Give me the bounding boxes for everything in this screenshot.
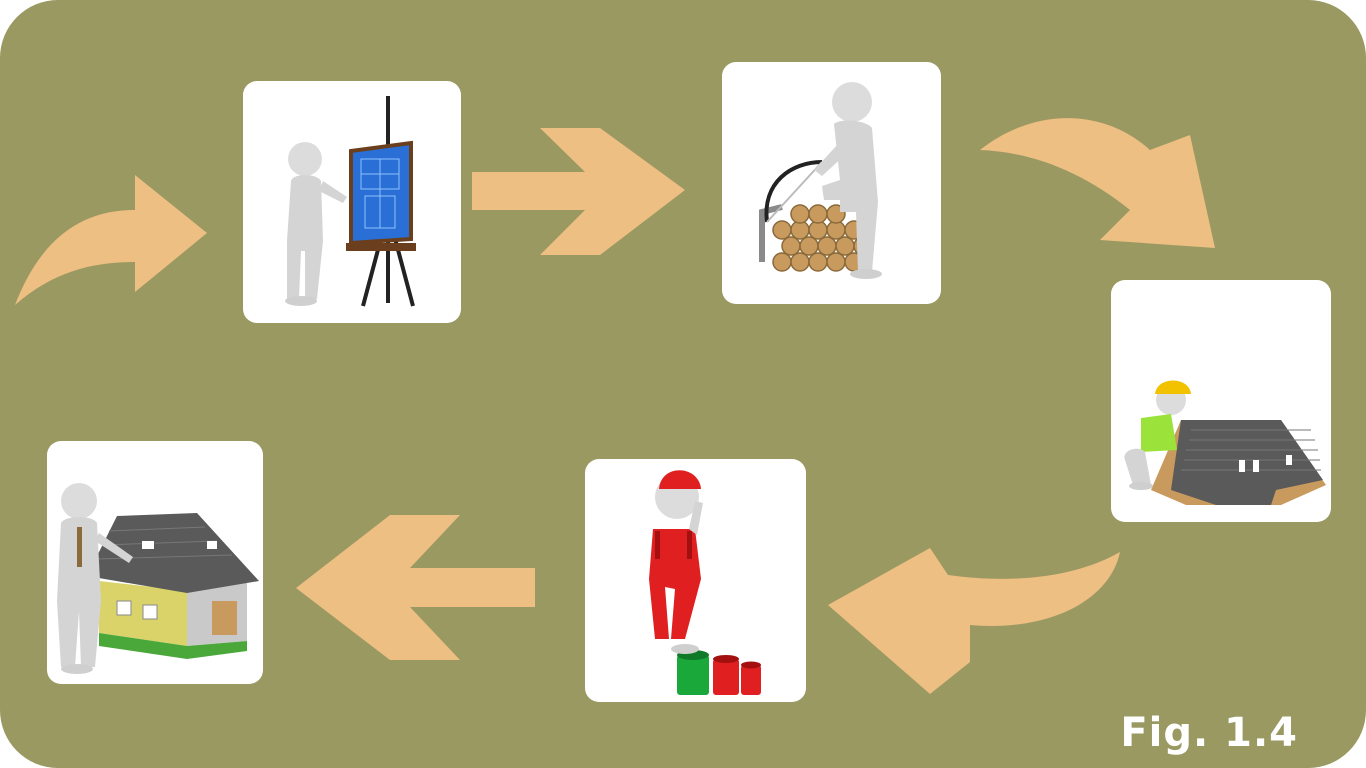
arrow-design-to-materials — [472, 128, 685, 255]
arrow-materials-to-roofing — [980, 118, 1215, 248]
entry-arrow — [15, 175, 207, 305]
step-completion-card — [47, 441, 263, 684]
step-materials-card — [722, 62, 941, 304]
step-roofing-card — [1111, 280, 1331, 522]
saw-logs-icon — [759, 82, 882, 279]
arrow-painting-to-completion — [296, 515, 535, 660]
step-design-card — [243, 81, 461, 323]
figure-label: Fig. 1.4 — [1120, 710, 1298, 756]
roof-builder-icon — [1124, 380, 1326, 505]
blueprint-easel-icon — [285, 96, 416, 307]
finished-house-icon — [57, 483, 259, 674]
arrow-roofing-to-painting — [828, 548, 1120, 694]
painter-buckets-icon — [649, 470, 761, 695]
step-painting-card — [585, 459, 806, 702]
